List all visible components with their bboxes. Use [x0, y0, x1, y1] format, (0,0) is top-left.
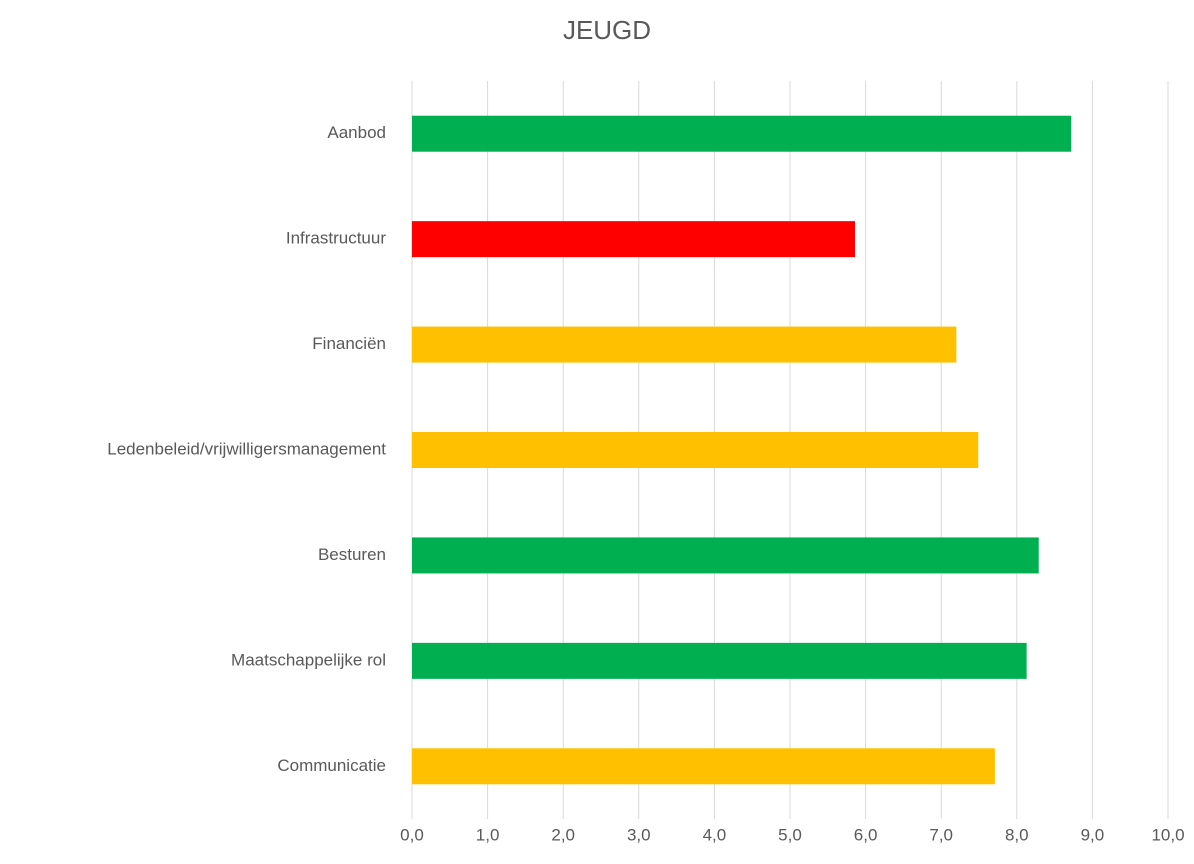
x-tick-label: 10,0 — [1151, 825, 1184, 844]
x-tick-label: 8,0 — [1005, 825, 1029, 844]
y-tick-label: Financiën — [312, 334, 386, 353]
bar — [412, 537, 1039, 574]
x-tick-label: 7,0 — [929, 825, 953, 844]
x-tick-label: 2,0 — [551, 825, 575, 844]
x-tick-label: 6,0 — [854, 825, 878, 844]
bar — [412, 432, 979, 468]
y-tick-label: Ledenbeleid/vrijwilligersmanagement — [107, 439, 386, 458]
bar — [412, 642, 1027, 679]
x-tick-label: 5,0 — [778, 825, 802, 844]
x-tick-label: 0,0 — [400, 825, 424, 844]
x-tick-label: 3,0 — [627, 825, 651, 844]
x-tick-label: 9,0 — [1081, 825, 1105, 844]
bar — [412, 221, 856, 258]
y-tick-label: Infrastructuur — [286, 229, 386, 248]
y-tick-label: Communicatie — [277, 756, 386, 775]
bar — [412, 326, 957, 363]
bar — [412, 748, 995, 785]
x-tick-label: 1,0 — [476, 825, 500, 844]
y-tick-label: Besturen — [318, 545, 386, 564]
y-tick-label: Maatschappelijke rol — [231, 650, 386, 669]
bar — [412, 115, 1072, 152]
y-tick-label: Aanbod — [327, 123, 386, 142]
chart-title: JEUGD — [563, 15, 651, 45]
x-tick-label: 4,0 — [703, 825, 727, 844]
